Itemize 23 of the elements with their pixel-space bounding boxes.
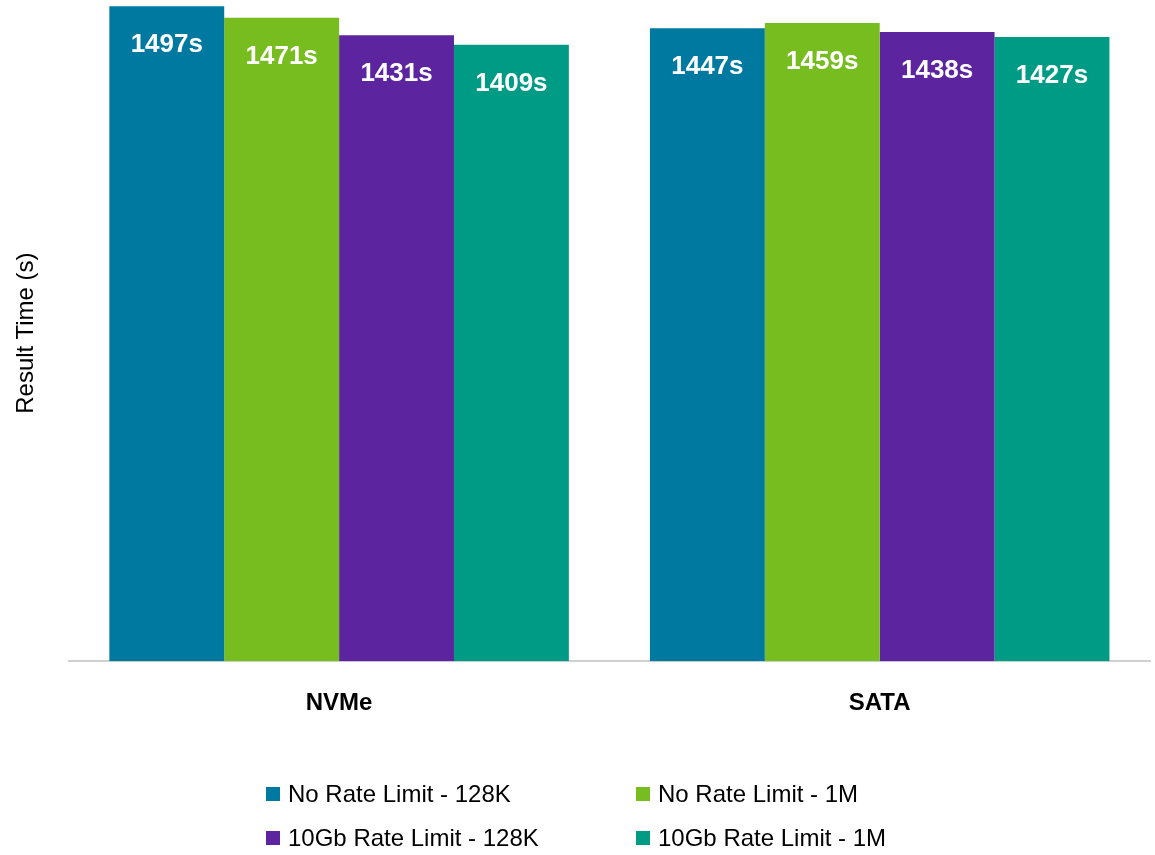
bar: [764, 22, 880, 662]
y-axis-title: Result Time (s): [11, 252, 39, 414]
bar: [649, 28, 765, 662]
legend-label: No Rate Limit - 128K: [288, 780, 511, 808]
data-label: 1447s: [671, 50, 744, 81]
legend-label: No Rate Limit - 1M: [658, 780, 859, 808]
data-label: 1431s: [360, 57, 433, 88]
bar: [994, 36, 1110, 662]
data-label: 1427s: [1015, 59, 1089, 90]
bar: [879, 32, 995, 662]
bar: [339, 35, 454, 662]
bar: [453, 44, 569, 662]
legend-label: 10Gb Rate Limit - 1M: [658, 824, 887, 852]
data-label: 1459s: [786, 45, 859, 76]
data-label: 1409s: [475, 66, 548, 97]
data-label: 1471s: [245, 39, 318, 70]
legend-label: 10Gb Rate Limit - 128K: [288, 824, 539, 852]
x-tick-label: SATA: [848, 688, 911, 716]
bar: [109, 6, 225, 662]
data-label: 1438s: [900, 54, 974, 85]
data-label: 1497s: [130, 28, 203, 59]
x-tick-label: NVMe: [305, 688, 373, 716]
bar: [224, 17, 340, 662]
